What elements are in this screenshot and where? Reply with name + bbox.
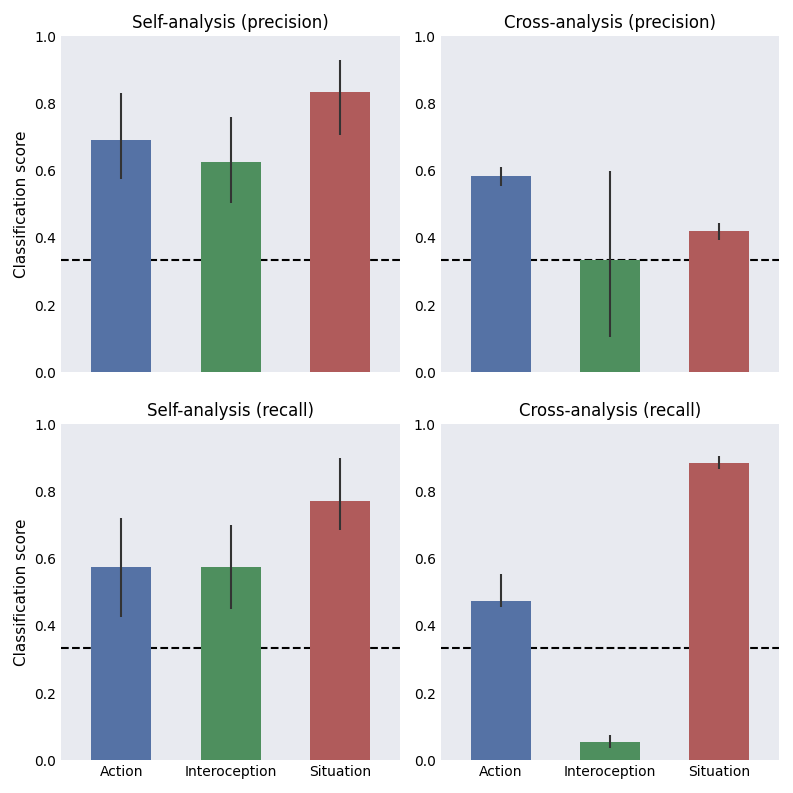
Bar bbox=[201, 163, 261, 373]
Bar bbox=[91, 140, 151, 373]
Bar bbox=[310, 92, 370, 373]
Bar bbox=[580, 741, 640, 760]
Y-axis label: Classification score: Classification score bbox=[14, 131, 29, 278]
Title: Cross-analysis (recall): Cross-analysis (recall) bbox=[519, 402, 701, 419]
Bar bbox=[91, 567, 151, 760]
Bar bbox=[310, 501, 370, 760]
Bar bbox=[470, 600, 531, 760]
Bar bbox=[470, 176, 531, 373]
Bar bbox=[689, 232, 749, 373]
Title: Self-analysis (recall): Self-analysis (recall) bbox=[147, 402, 314, 419]
Bar bbox=[689, 463, 749, 760]
Y-axis label: Classification score: Classification score bbox=[14, 519, 29, 666]
Title: Cross-analysis (precision): Cross-analysis (precision) bbox=[504, 14, 716, 32]
Bar bbox=[201, 567, 261, 760]
Title: Self-analysis (precision): Self-analysis (precision) bbox=[132, 14, 329, 32]
Bar bbox=[580, 260, 640, 373]
